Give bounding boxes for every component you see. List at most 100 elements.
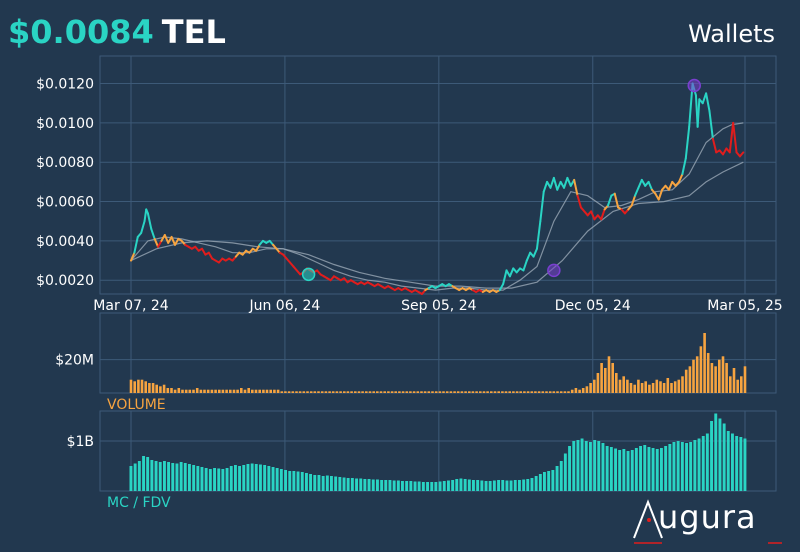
volume-bar bbox=[276, 389, 280, 393]
price-line-segment bbox=[630, 194, 637, 207]
volume-bar bbox=[563, 391, 567, 393]
mcfdv-bar bbox=[288, 471, 292, 491]
token-symbol: TEL bbox=[161, 13, 226, 51]
wallets-link[interactable]: Wallets bbox=[688, 20, 775, 48]
volume-bar bbox=[611, 363, 614, 393]
volume-bar bbox=[206, 389, 210, 393]
mcfdv-bar bbox=[234, 465, 237, 491]
volume-bar bbox=[339, 391, 342, 393]
mcfdv-bar bbox=[618, 450, 622, 491]
volume-bar bbox=[445, 391, 449, 393]
mcfdv-bar bbox=[722, 423, 726, 491]
augura-logo: ugura bbox=[622, 496, 784, 546]
price-line-segment bbox=[738, 151, 745, 158]
mcfdv-bar bbox=[626, 451, 630, 491]
price-line-segment bbox=[606, 194, 613, 207]
price-y-tick-label: $0.0120 bbox=[36, 77, 94, 93]
volume-bar bbox=[350, 391, 353, 393]
volume-bar bbox=[740, 376, 743, 393]
volume-bar bbox=[442, 391, 445, 393]
mcfdv-bar bbox=[313, 475, 317, 491]
volume-bar bbox=[151, 383, 155, 393]
volume-bar bbox=[129, 379, 133, 393]
mcfdv-bar bbox=[242, 465, 246, 491]
volume-bar bbox=[383, 391, 386, 393]
volume-bar bbox=[537, 391, 541, 393]
price-line-segment bbox=[502, 269, 508, 286]
mcfdv-bar bbox=[292, 471, 296, 491]
volume-y-tick-label: $20M bbox=[55, 353, 94, 369]
price-line-segment bbox=[133, 235, 139, 254]
mcfdv-bar bbox=[697, 438, 701, 491]
volume-bar bbox=[195, 388, 199, 393]
mcfdv-bar bbox=[463, 479, 467, 491]
volume-bar bbox=[291, 391, 295, 393]
price-y-tick-label: $0.0020 bbox=[36, 273, 94, 289]
mcfdv-bar bbox=[263, 465, 267, 491]
mcfdv-bar bbox=[188, 464, 191, 491]
volume-bar bbox=[460, 391, 464, 393]
volume-bar bbox=[464, 391, 467, 393]
mcfdv-bar bbox=[455, 479, 459, 491]
mcfdv-bar bbox=[321, 476, 325, 491]
volume-bar bbox=[578, 389, 581, 393]
mcfdv-bar bbox=[513, 480, 517, 491]
mcfdv-bar bbox=[150, 460, 154, 491]
mcfdv-bar bbox=[484, 481, 488, 491]
mcfdv-bar bbox=[680, 442, 684, 491]
volume-bar bbox=[434, 391, 438, 393]
price-line-segment bbox=[613, 192, 620, 209]
price-line-segment bbox=[153, 237, 160, 248]
volume-bar bbox=[368, 391, 372, 393]
volume-bar bbox=[331, 391, 335, 393]
volume-bar bbox=[247, 388, 250, 393]
augura-logo-text: ugura bbox=[658, 498, 757, 536]
mcfdv-bar bbox=[505, 480, 509, 491]
mcfdv-bar bbox=[434, 482, 438, 491]
volume-bar bbox=[387, 391, 390, 393]
volume-bar bbox=[162, 384, 166, 393]
mcfdv-bar bbox=[731, 433, 734, 491]
volume-bar bbox=[405, 391, 409, 393]
volume-bar bbox=[648, 384, 651, 393]
price-line-segment bbox=[508, 267, 515, 278]
volume-bar bbox=[427, 391, 431, 393]
volume-bar bbox=[394, 391, 397, 393]
mcfdv-bar bbox=[305, 473, 308, 491]
volume-bar bbox=[453, 391, 456, 393]
price-line-segment bbox=[525, 251, 532, 262]
volume-bar bbox=[548, 391, 552, 393]
volume-bar bbox=[695, 356, 699, 393]
x-tick-label: Dec 05, 24 bbox=[555, 298, 631, 314]
mcfdv-bar bbox=[392, 480, 396, 491]
volume-bar bbox=[456, 391, 460, 393]
volume-bar bbox=[666, 378, 670, 393]
volume-bar bbox=[626, 379, 629, 393]
volume-bar bbox=[637, 379, 640, 393]
augura-logo-mark bbox=[633, 499, 784, 544]
mcfdv-bar bbox=[551, 470, 555, 491]
mcfdv-bar bbox=[526, 479, 530, 491]
mcfdv-bar bbox=[568, 446, 571, 491]
volume-bar bbox=[240, 388, 243, 393]
mcfdv-bar bbox=[576, 440, 580, 491]
mcfdv-bar bbox=[254, 464, 258, 491]
mcfdv-panel-frame bbox=[99, 410, 777, 492]
mcfdv-bar bbox=[735, 436, 739, 491]
volume-bar bbox=[254, 389, 258, 393]
volume-bar bbox=[545, 391, 548, 393]
price-line-segment bbox=[552, 176, 559, 191]
mcfdv-bar bbox=[250, 463, 254, 491]
price-line-segment bbox=[590, 210, 596, 221]
volume-bar bbox=[699, 346, 703, 393]
volume-bar bbox=[479, 391, 482, 393]
mcfdv-bar bbox=[689, 442, 693, 491]
mcfdv-bar bbox=[208, 469, 212, 491]
mcfdv-bar bbox=[330, 476, 333, 491]
volume-bar bbox=[589, 383, 592, 393]
mcfdv-bar bbox=[158, 462, 162, 491]
price-header: $0.0084 TEL bbox=[8, 12, 226, 52]
mcfdv-bar bbox=[192, 465, 196, 491]
mcfdv-bar bbox=[300, 472, 304, 491]
mcfdv-bar bbox=[217, 468, 221, 491]
